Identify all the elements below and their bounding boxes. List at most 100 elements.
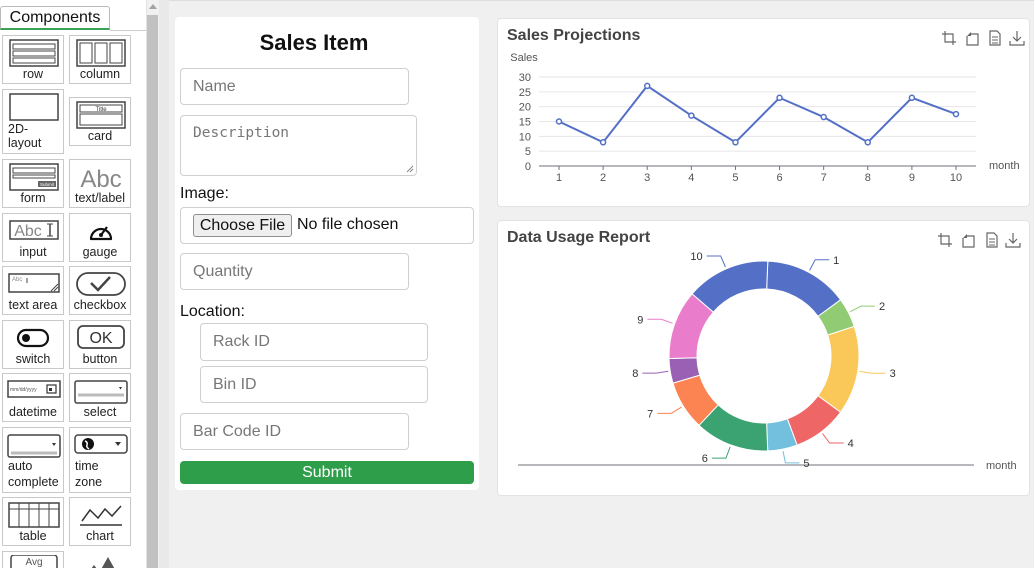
palette-item-label: select: [83, 405, 117, 419]
data-point: [688, 112, 695, 119]
slice-label: 3: [890, 368, 896, 380]
palette-item-switch[interactable]: switch: [2, 320, 64, 369]
choose-file-button[interactable]: Choose File: [193, 214, 292, 237]
svg-text:Abc: Abc: [80, 166, 121, 191]
checkbox-icon: [76, 272, 126, 296]
sales-line-chart: 0 5 10 15 20 25 30 1 2 3 4 5 6 7 8 9 10 Sales month: [510, 52, 1019, 184]
palette-item-label: auto complete: [8, 459, 59, 489]
text-area-icon: Abc: [8, 273, 60, 293]
zoom-icon[interactable]: [937, 232, 953, 248]
x-tick-label: 8: [865, 172, 871, 184]
slice-label: 6: [702, 453, 708, 465]
palette-item-label: chart: [86, 529, 114, 543]
palette-item-more[interactable]: [69, 551, 131, 568]
palette-item-label: column: [79, 67, 121, 81]
description-textarea[interactable]: Description: [180, 115, 417, 176]
svg-text:Title: Title: [95, 107, 107, 113]
palette-item-select[interactable]: select: [69, 373, 131, 422]
download-icon[interactable]: [1005, 232, 1021, 248]
y-tick-label: 20: [519, 102, 531, 114]
palette-item-label: text/label: [74, 191, 126, 205]
scroll-up-icon[interactable]: [149, 4, 157, 9]
restore-icon[interactable]: [965, 30, 981, 46]
location-label: Location:: [180, 303, 245, 320]
components-tab[interactable]: Components: [0, 6, 110, 30]
palette-item-autocomplete[interactable]: auto complete: [2, 427, 64, 493]
data-usage-donut-chart: month 1 2 3 4 5 6 7 8 9 10: [518, 251, 1017, 472]
palette-item-label: row: [22, 67, 44, 81]
palette-item-button[interactable]: OK button: [69, 320, 131, 369]
palette-item-input[interactable]: Abc input: [2, 213, 64, 262]
zoom-icon[interactable]: [941, 30, 957, 46]
slice-label: 4: [848, 438, 854, 450]
label-line: [711, 446, 731, 459]
submit-button[interactable]: Submit: [180, 461, 474, 484]
palette-item-label: gauge: [82, 245, 118, 259]
palette-item-stat[interactable]: Avg: [2, 551, 64, 568]
palette-item-text-label[interactable]: Abc text/label: [69, 159, 131, 208]
series-line: [558, 84, 957, 144]
data-point: [643, 82, 651, 90]
tab-divider: [110, 30, 146, 31]
chart-title: Data Usage Report: [507, 229, 651, 246]
palette-item-card[interactable]: Title card: [69, 97, 131, 146]
rack-id-input[interactable]: Rack ID: [200, 323, 428, 361]
label-line: [706, 255, 726, 268]
palette-item-column[interactable]: column: [69, 35, 131, 84]
label-line: [850, 305, 875, 313]
data-view-icon[interactable]: [987, 30, 1003, 46]
palette-item-text-area[interactable]: Abc text area: [2, 266, 64, 315]
slice-label: 2: [879, 301, 885, 313]
input-icon: Abc: [9, 220, 59, 240]
scrollbar-thumb[interactable]: [147, 15, 158, 568]
data-point: [952, 110, 960, 118]
column-icon: [76, 39, 126, 67]
download-icon[interactable]: [1009, 30, 1025, 46]
restore-icon[interactable]: [961, 232, 977, 248]
image-label: Image:: [180, 185, 229, 202]
y-tick-label: 15: [519, 117, 531, 129]
bar-code-id-input[interactable]: Bar Code ID: [180, 413, 409, 450]
palette-item-label: switch: [15, 352, 51, 366]
label-line: [642, 370, 669, 374]
palette-item-label: form: [20, 191, 46, 205]
svg-text:mm/dd/yyyy: mm/dd/yyyy: [10, 387, 37, 393]
data-point: [908, 94, 916, 102]
splitter[interactable]: [159, 0, 169, 568]
label-line: [647, 318, 673, 324]
palette-item-time-zone[interactable]: time zone: [69, 427, 131, 493]
palette-item-chart[interactable]: chart: [69, 497, 131, 546]
2d-layout-icon: [9, 93, 59, 121]
palette-item-label: card: [87, 129, 113, 143]
palette-item-label: datetime: [9, 405, 57, 419]
palette-item-form[interactable]: Submit form: [2, 159, 64, 208]
data-point: [599, 139, 607, 146]
quantity-input[interactable]: Quantity: [180, 253, 409, 290]
label-line: [782, 451, 800, 464]
palette-item-gauge[interactable]: gauge: [69, 213, 131, 262]
card-icon: Title: [76, 101, 126, 129]
svg-text:Submit: Submit: [40, 182, 55, 187]
palette-item-table[interactable]: table: [2, 497, 64, 546]
y-tick-label: 0: [525, 161, 531, 173]
gauge-icon: [89, 226, 113, 241]
data-point: [732, 139, 739, 146]
svg-text:OK: OK: [89, 330, 112, 347]
x-tick-label: 10: [950, 172, 962, 184]
svg-text:Avg: Avg: [25, 557, 42, 568]
data-view-icon[interactable]: [984, 232, 1000, 248]
bin-id-input[interactable]: Bin ID: [200, 366, 428, 403]
no-file-text: No file chosen: [297, 216, 399, 233]
svg-text:Abc: Abc: [14, 223, 42, 240]
form-title: Sales Item: [259, 30, 369, 55]
resize-handle-icon[interactable]: [406, 165, 414, 173]
palette-item-row[interactable]: row: [2, 35, 64, 84]
palette-item-2d-layout[interactable]: 2D-layout: [2, 89, 64, 154]
palette-item-datetime[interactable]: mm/dd/yyyy datetime: [2, 373, 64, 422]
palette-item-checkbox[interactable]: checkbox: [69, 266, 131, 315]
name-input[interactable]: Name: [180, 68, 409, 105]
palette-item-label: 2D-layout: [8, 122, 42, 150]
slice-label: 8: [632, 368, 638, 380]
donut-slice: [691, 260, 769, 313]
